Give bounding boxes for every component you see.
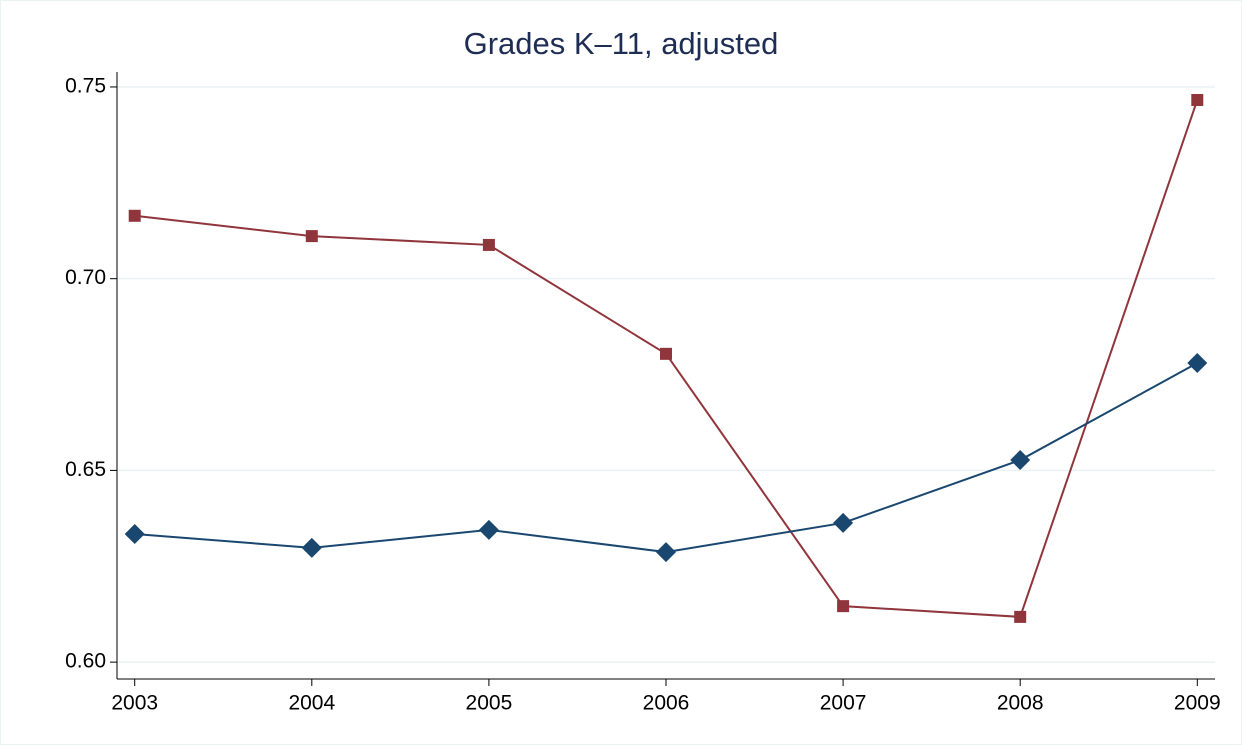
point: [660, 347, 672, 360]
point: [1187, 353, 1208, 374]
point: [833, 512, 854, 533]
y-tick-label: 0.65: [65, 458, 106, 481]
point: [124, 524, 145, 545]
x-tick-label: 2004: [288, 692, 335, 715]
point: [656, 542, 676, 563]
x-tick-label: 2007: [820, 692, 867, 715]
x-tick-label: 2006: [643, 692, 690, 715]
x-tick-label: 2008: [997, 692, 1044, 715]
point: [1010, 450, 1031, 471]
chart-title: Grades K–11, adjusted: [464, 26, 779, 61]
point: [128, 209, 141, 222]
point: [478, 519, 499, 540]
y-tick-label: 0.75: [65, 75, 106, 98]
y-tick-label: 0.60: [65, 650, 106, 673]
x-tick-label: 2003: [111, 692, 158, 715]
point: [482, 238, 495, 251]
y-tick-label: 0.70: [65, 266, 106, 289]
point: [305, 230, 318, 243]
point: [301, 537, 322, 558]
x-tick-label: 2009: [1174, 692, 1221, 715]
point: [1014, 610, 1027, 623]
x-tick-label: 2005: [466, 692, 513, 715]
point: [1191, 93, 1204, 106]
point: [837, 600, 850, 613]
